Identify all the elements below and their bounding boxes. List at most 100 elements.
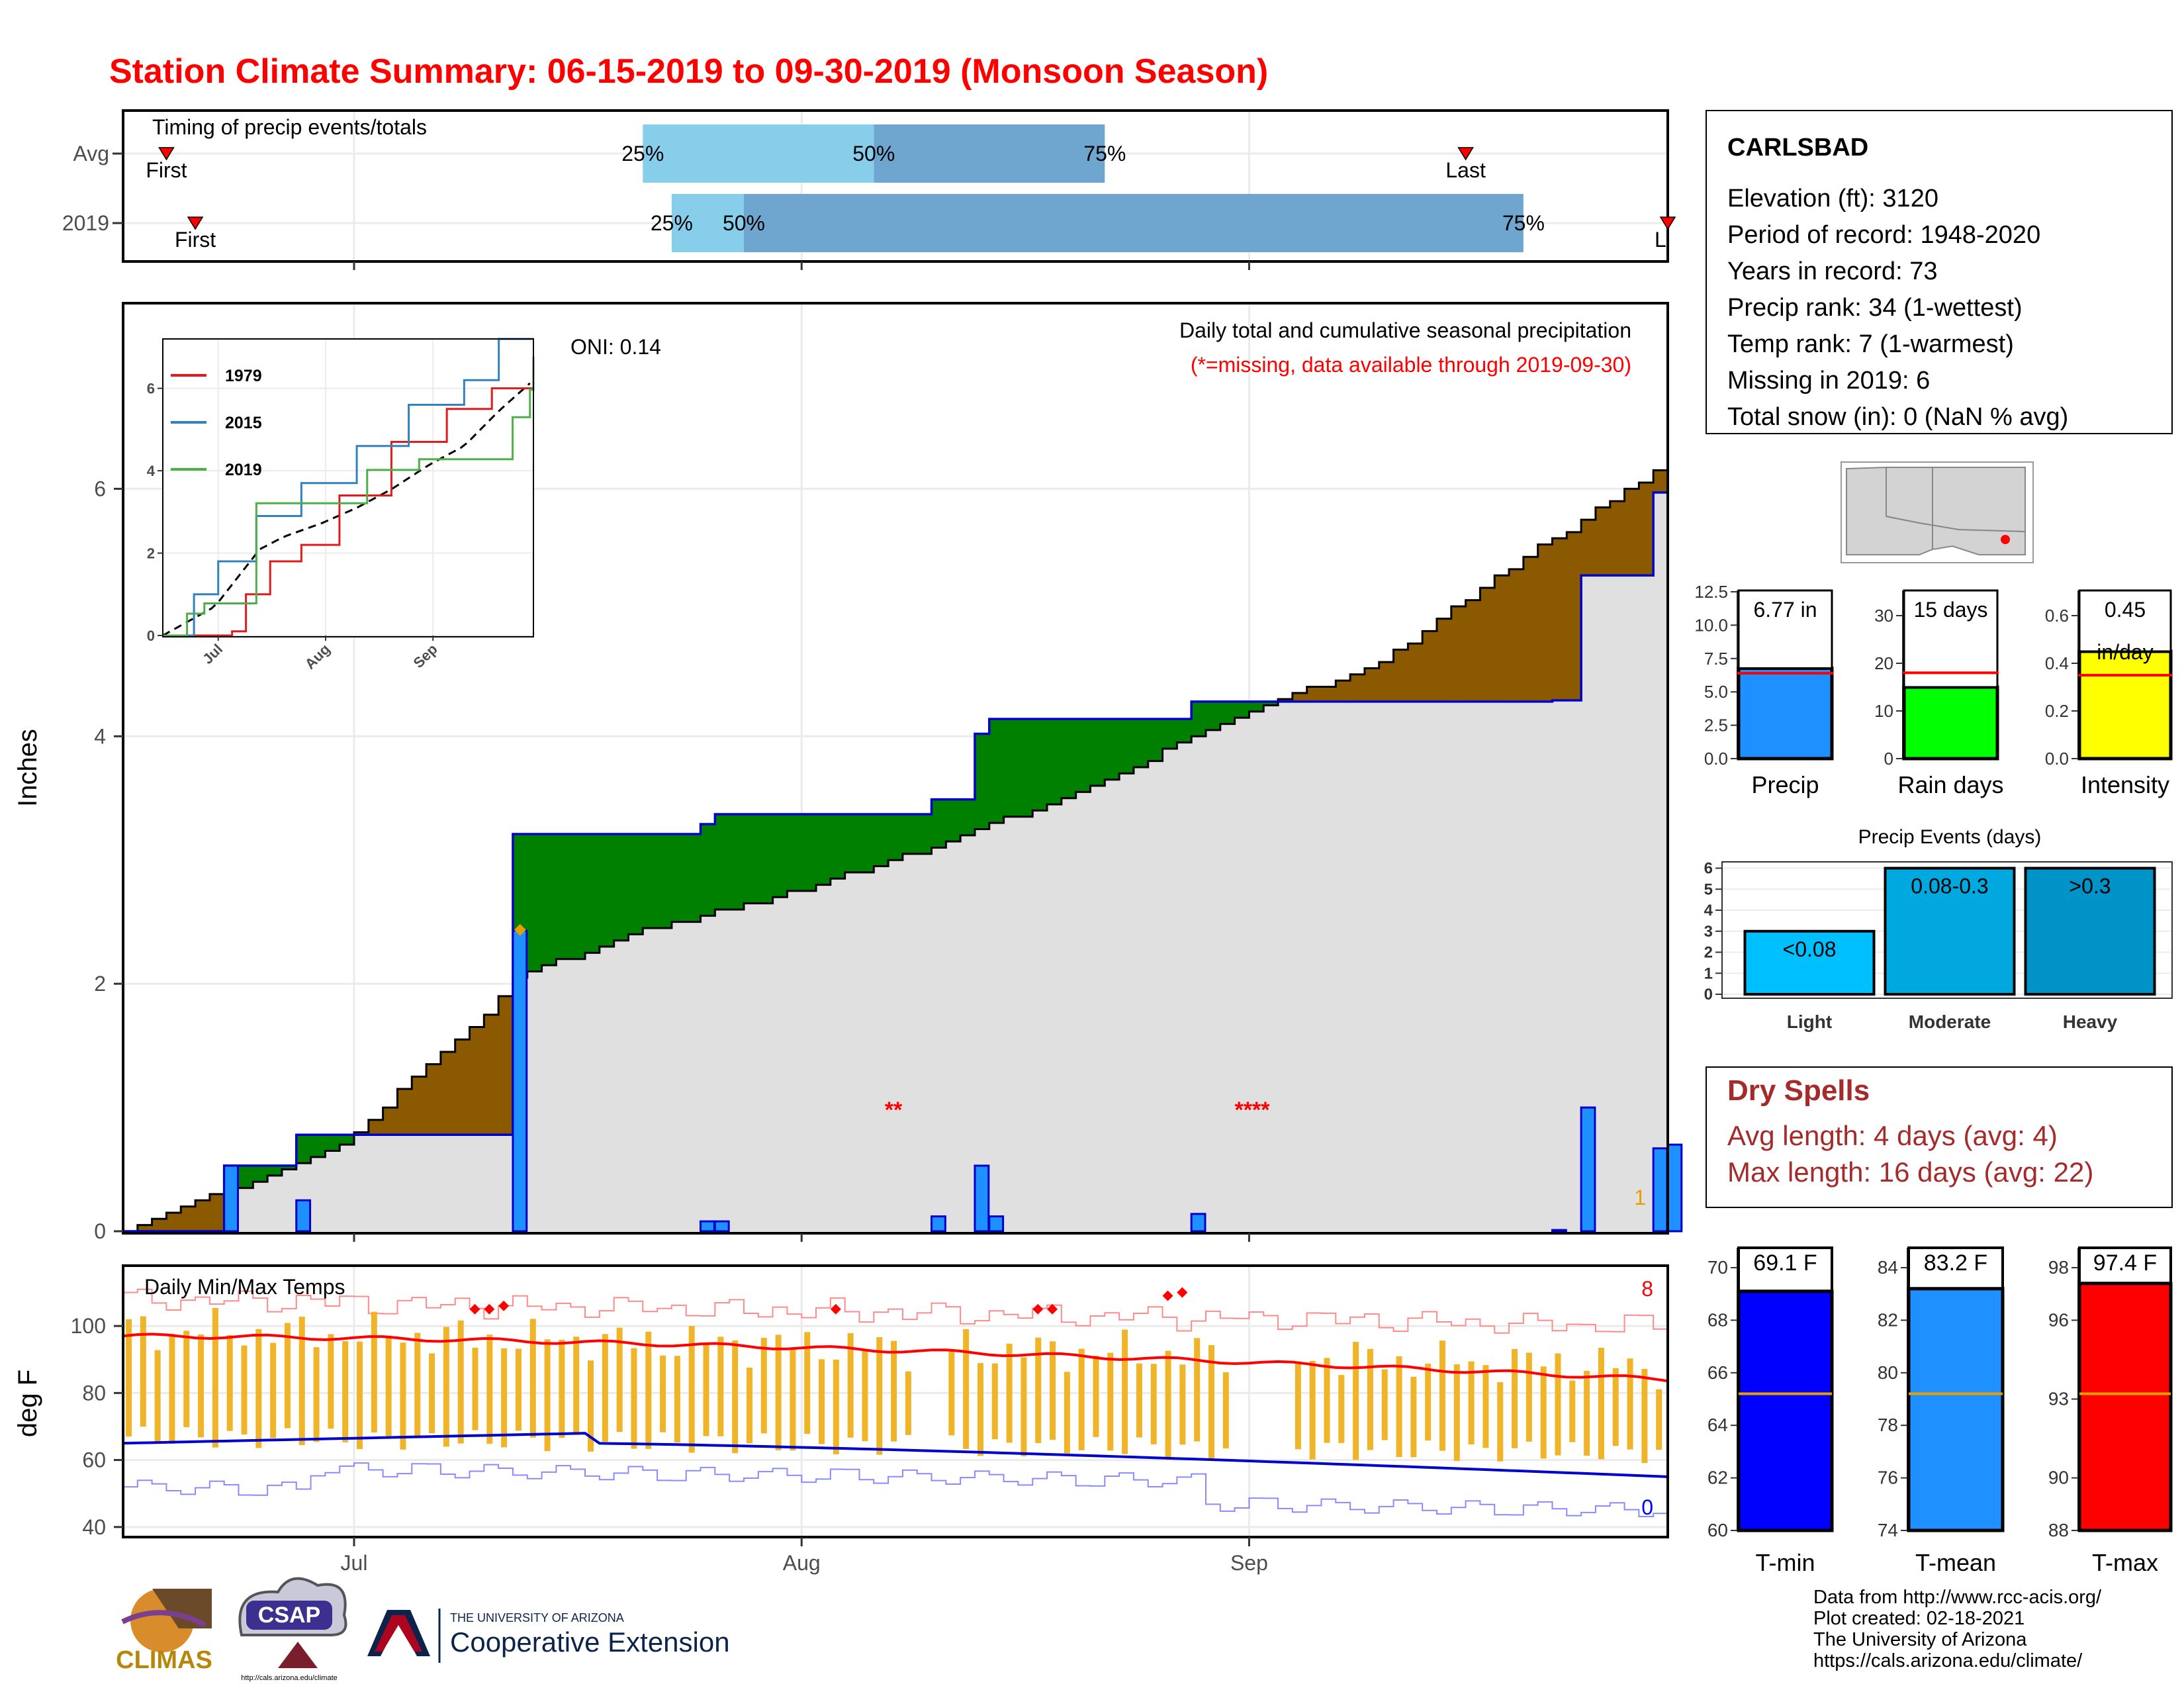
daily-temp-range-bar [1367, 1348, 1373, 1450]
above-average-area [657, 833, 672, 929]
daily-temp-range-bar [1525, 1352, 1532, 1442]
precip-ylabel: Inches [13, 729, 42, 807]
summary-ytick-label: 10 [1874, 701, 1893, 721]
daily-temp-range-bar [1425, 1364, 1432, 1441]
daily-temp-range-bar [371, 1311, 377, 1433]
summary-bar-remainder [1737, 589, 1833, 670]
daily-temp-range-bar [746, 1367, 752, 1444]
summary-value-label: 15 days [1913, 598, 1987, 622]
precip-panel: 0 2 4 6 Inches ONI: 0.14 Daily total and cu… [13, 261, 1683, 1243]
daily-temp-range-bar [674, 1356, 680, 1443]
record-high-marker-icon [484, 1303, 495, 1315]
temp-summary-ytick-label: 98 [2048, 1257, 2069, 1278]
inset-gridlines [163, 339, 533, 636]
above-average-area [1105, 719, 1120, 780]
above-average-area [960, 799, 976, 835]
inset-legend-label: 1979 [225, 367, 262, 385]
above-average-area [643, 833, 658, 929]
daily-temp-range-bar [126, 1319, 132, 1437]
date-xtick-label: Sep [1230, 1551, 1268, 1575]
timing-panel: Timing of precip events/totals Avg 25% 50%… [62, 109, 1676, 263]
daily-precip-bar [974, 1164, 990, 1233]
daily-temp-range-bar [501, 1348, 508, 1448]
precip-y-axis: 0 2 4 6 [94, 261, 1250, 1243]
timing-p50-label: 50% [723, 211, 765, 235]
daily-temp-range-bar [1612, 1368, 1619, 1446]
events-bar-heavy [2024, 867, 2156, 996]
daily-temp-range-bar [1569, 1380, 1576, 1442]
temp-summary-ytick-label: 80 [1878, 1362, 1898, 1383]
dry-spells-box: Dry Spells Avg length: 4 days (avg: 4) M… [1706, 1066, 2173, 1208]
station-detail-line: Period of record: 1948-2020 [1727, 221, 2040, 249]
daily-temp-range-bar [1006, 1343, 1013, 1443]
below-average-area [1581, 520, 1596, 576]
daily-precip-bar [1666, 1143, 1683, 1233]
above-average-area [1234, 701, 1250, 718]
above-average-area [614, 833, 629, 941]
ua-name: THE UNIVERSITY OF ARIZONA [450, 1611, 624, 1624]
below-average-area [1451, 606, 1467, 702]
above-average-area [541, 833, 557, 966]
precip-ytick-label: 6 [94, 477, 106, 500]
last-event-label: Last [1445, 158, 1486, 182]
temp-summary-axis-label: T-mean [1915, 1549, 1996, 1576]
above-average-area [1018, 719, 1033, 817]
temp-y-axis: 40 60 80 100 [71, 1314, 123, 1539]
daily-temp-range-bar [717, 1336, 724, 1436]
first-event-label: First [146, 158, 187, 182]
record-high-marker-icon [1162, 1290, 1173, 1301]
events-panel-frame [1721, 861, 2173, 999]
daily-temp-range-bar [1497, 1382, 1504, 1462]
record-high-marker-icon [1177, 1287, 1188, 1298]
daily-temp-range-bar [1021, 1357, 1027, 1456]
above-average-area [902, 814, 918, 854]
summary-ytick-label: 12.5 [1694, 582, 1728, 602]
above-average-area [715, 814, 730, 910]
below-average-area [397, 1089, 412, 1135]
daily-temp-range-bar [298, 1317, 305, 1446]
above-average-area [325, 1135, 340, 1151]
station-detail-line: Total snow (in): 0 (NaN % avg) [1727, 403, 2068, 431]
events-bar-label: Light [1787, 1011, 1832, 1032]
temp-summary-ytick-label: 78 [1878, 1415, 1898, 1435]
above-average-area [772, 814, 788, 898]
credit-line-1: Data from http://www.rcc-acis.org/ [1813, 1587, 2102, 1608]
temp-summary-value: 69.1 F [1753, 1250, 1817, 1276]
daily-temp-range-bar [1222, 1372, 1229, 1449]
daily-temp-range-bar [862, 1350, 868, 1442]
summary-chart-intensity: 0.0 0.2 0.4 0.6 0.45 in/day Intensity [2045, 589, 2173, 798]
daily-temp-range-bar [1555, 1353, 1561, 1456]
station-name: CARLSBAD [1727, 134, 1868, 162]
daily-temp-range-bar [573, 1336, 580, 1435]
below-average-area [1567, 532, 1582, 701]
above-average-area [1133, 719, 1149, 767]
events-ytick-label: 2 [1704, 944, 1713, 962]
below-average-area [1278, 699, 1293, 702]
page-title: Station Climate Summary: 06-15-2019 to 0… [109, 52, 1268, 91]
inset-ytick-label: 0 [147, 628, 155, 644]
daily-precip-bar [988, 1215, 1005, 1233]
summary-value-label: 6.77 in [1753, 598, 1817, 622]
timing-bar-25-50 [643, 124, 874, 183]
above-average-area [1003, 719, 1019, 817]
below-average-area [1595, 507, 1611, 576]
daily-temp-range-bar [963, 1329, 970, 1449]
above-average-area [1263, 701, 1279, 706]
station-detail-line: Temp rank: 7 (1-warmest) [1727, 330, 2014, 358]
daily-temp-range-bar [948, 1348, 955, 1436]
daily-temp-range-bar [732, 1340, 739, 1454]
station-info-box: CARLSBAD Elevation (ft): 3120 Period of r… [1706, 110, 2173, 434]
above-average-area [974, 733, 990, 829]
summary-ytick-label: 0.0 [1704, 749, 1728, 769]
above-average-area [888, 814, 903, 861]
inset-series-lines [162, 338, 535, 637]
temp-summary-chart-t-mean: 74 76 78 80 82 84 83.2 F T-mean [1878, 1246, 2005, 1576]
inset-series-line-2015 [163, 338, 533, 637]
precip-ytick-label: 2 [94, 972, 106, 996]
above-average-area [816, 814, 831, 885]
temp-summary-ytick-label: 96 [2048, 1309, 2069, 1330]
missing-marker-aug: ** [885, 1098, 903, 1123]
summary-bar-charts: 0.0 2.5 5.0 7.5 10.0 12.5 6.77 in Precip 0 10 20 30… [1694, 582, 2173, 798]
summary-value-unit: in/day [2097, 640, 2153, 664]
temp-summary-ytick-label: 70 [1707, 1257, 1728, 1278]
